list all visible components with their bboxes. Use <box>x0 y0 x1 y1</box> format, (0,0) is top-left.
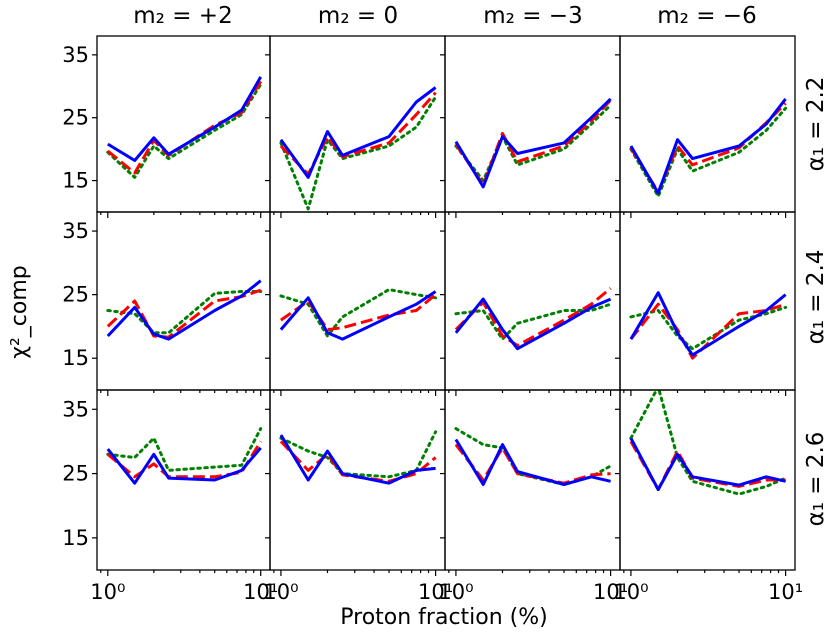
panel-r3-c2: 10⁰ 10¹ <box>263 389 453 604</box>
panel-r2-c2 <box>265 211 446 396</box>
series-group <box>629 390 788 496</box>
panel-frame <box>96 35 271 213</box>
series-line-model-B <box>454 287 612 347</box>
series-line-model-A <box>279 86 437 179</box>
series-line-model-C <box>279 95 438 211</box>
x-tick-label: 10⁰ <box>263 580 298 604</box>
x-axis-label: Proton fraction (%) <box>340 605 548 630</box>
column-title-4: m₂ = −6 <box>657 3 756 29</box>
y-tick-label: 25 <box>62 283 89 307</box>
panel-frame <box>619 389 796 571</box>
y-tick-label: 25 <box>62 106 89 130</box>
series-group <box>279 288 438 341</box>
series-line-model-B <box>454 443 611 485</box>
series-group <box>454 287 613 351</box>
row-title-1: α₁ = 2.2 <box>803 77 829 172</box>
x-tick-label: 10⁰ <box>90 580 125 604</box>
y-tick-label: 35 <box>62 219 89 243</box>
row-title-3: α₁ = 2.6 <box>803 432 829 527</box>
series-group <box>279 86 438 211</box>
series-group <box>454 427 613 486</box>
series-line-model-C <box>629 106 788 198</box>
x-tick-label: 10¹ <box>768 580 803 604</box>
series-group <box>106 76 263 179</box>
series-group <box>454 97 613 189</box>
x-tick-label: 10¹ <box>418 580 453 604</box>
series-line-model-A <box>629 437 786 492</box>
series-line-model-C <box>106 290 263 335</box>
panel-r1-c3 <box>440 35 621 218</box>
panel-r1-c2 <box>265 35 446 218</box>
series-line-model-A <box>454 297 612 351</box>
x-tick-label: 10¹ <box>593 580 628 604</box>
series-line-model-B <box>280 293 437 332</box>
y-tick-label: 15 <box>62 169 89 193</box>
series-line-model-C <box>106 427 263 472</box>
x-tick-label: 10¹ <box>243 580 278 604</box>
series-line-model-C <box>629 305 788 351</box>
panel-frame <box>96 211 271 391</box>
series-line-model-A <box>629 97 787 195</box>
panel-r1-c4 <box>615 35 796 218</box>
panel-frame <box>444 389 621 571</box>
panel-r2-c1: 15 25 35 <box>62 211 271 396</box>
column-title-1: m₂ = +2 <box>133 3 232 29</box>
y-tick-label: 35 <box>62 43 89 67</box>
panel-r3-c4: 10⁰ 10¹ <box>613 389 803 604</box>
series-line-model-A <box>106 279 262 341</box>
series-line-model-A <box>279 434 436 485</box>
series-line-model-B <box>454 99 612 187</box>
series-line-model-C <box>629 390 788 496</box>
panel-frame <box>619 211 796 391</box>
series-line-model-A <box>629 291 787 357</box>
x-tick-label: 10⁰ <box>613 580 648 604</box>
series-line-model-C <box>454 302 613 341</box>
series-line-model-C <box>279 430 438 479</box>
series-group <box>106 427 263 485</box>
panel-r3-c3: 10⁰ 10¹ <box>438 389 628 604</box>
y-tick-label: 25 <box>62 462 89 486</box>
series-line-model-C <box>106 82 263 179</box>
series-line-model-A <box>279 290 437 341</box>
panel-frame <box>444 211 621 391</box>
series-line-model-C <box>454 103 613 183</box>
series-line-model-A <box>106 446 262 485</box>
panel-frame <box>619 35 796 213</box>
row-title-2: α₁ = 2.4 <box>803 250 829 345</box>
series-group <box>279 430 438 485</box>
y-axis-label: χ²_comp <box>7 265 32 358</box>
series-line-model-B <box>629 302 787 360</box>
series-line-model-A <box>107 76 263 162</box>
series-line-model-B <box>629 102 787 194</box>
series-group <box>629 291 788 360</box>
panel-r2-c4 <box>615 211 796 396</box>
series-line-model-A <box>454 97 612 189</box>
column-title-3: m₂ = −3 <box>483 3 582 29</box>
series-line-model-C <box>279 288 438 338</box>
panel-r3-c1: 15 25 35 10⁰ 10¹ <box>62 389 278 604</box>
series-group <box>629 97 788 198</box>
y-tick-label: 15 <box>62 346 89 370</box>
panel-r1-c1: 15 25 35 <box>62 35 271 218</box>
panel-frame <box>444 35 621 213</box>
column-title-2: m₂ = 0 <box>318 3 398 29</box>
x-tick-label: 10⁰ <box>438 580 473 604</box>
panel-r2-c3 <box>440 211 621 396</box>
figure-labels: m₂ = +2 m₂ = 0 m₂ = −3 m₂ = −6 α₁ = 2.2 … <box>7 3 829 630</box>
y-tick-label: 15 <box>62 526 89 550</box>
series-group <box>106 279 263 341</box>
panel-frame <box>269 389 446 571</box>
y-tick-label: 35 <box>62 397 89 421</box>
series-line-model-A <box>454 438 611 486</box>
